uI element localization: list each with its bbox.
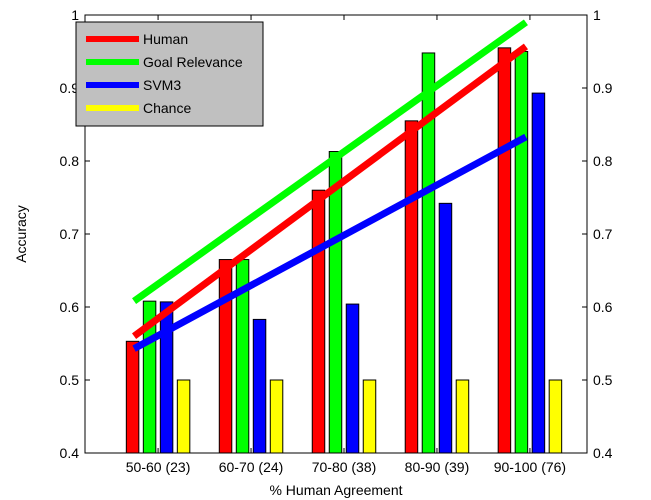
y-tick-label-right: 0.9	[593, 80, 613, 96]
y-tick-label-right: 0.7	[593, 226, 613, 242]
y-tick-label-left: 1	[71, 7, 79, 23]
x-tick-label: 70-80 (38)	[312, 459, 377, 475]
legend-label-chance: Chance	[143, 100, 191, 116]
ticks-layer: 0.4 0.4 0.5 0.5 0.6 0.6 0.7 0.7 0.8 0.8 0.9 0.9 1 1 50…	[60, 7, 613, 475]
bar-human-0	[125, 340, 140, 454]
legend-label-goal-relevance: Goal Relevance	[143, 54, 243, 70]
x-tick-label: 90-100 (76)	[494, 459, 566, 475]
x-tick-label: 80-90 (39)	[405, 459, 470, 475]
bar-chance-3	[455, 379, 470, 454]
bar-svm3-0	[159, 301, 174, 454]
bar-goal-relevance-2	[328, 151, 343, 454]
bar-chance-1	[269, 379, 284, 454]
y-tick-label-left: 0.8	[60, 153, 80, 169]
y-tick-label-left: 0.4	[60, 445, 80, 461]
legend-label-svm3: SVM3	[143, 77, 181, 93]
bar-svm3-4	[531, 92, 546, 454]
bar-chance-2	[362, 379, 377, 454]
y-axis-title: Accuracy	[13, 205, 29, 263]
bar-chance-4	[548, 379, 563, 454]
bar-svm3-1	[252, 318, 267, 454]
bar-human-1	[218, 259, 233, 454]
y-tick-label-left: 0.7	[60, 226, 80, 242]
x-axis-title: % Human Agreement	[269, 482, 402, 498]
bar-goal-relevance-4	[514, 51, 529, 454]
trend-line-human	[131, 43, 529, 340]
bar-human-2	[311, 189, 326, 454]
x-tick-label: 50-60 (23)	[126, 459, 191, 475]
y-tick-label-right: 0.5	[593, 372, 613, 388]
bar-chance-0	[176, 379, 191, 454]
legend: Human Goal Relevance SVM3 Chance	[75, 21, 264, 127]
bar-svm3-2	[345, 303, 360, 454]
x-tick-label: 60-70 (24)	[219, 459, 284, 475]
trend-line-goal-relevance	[132, 19, 528, 305]
bar-svm3-3	[438, 202, 453, 454]
y-tick-label-right: 0.8	[593, 153, 613, 169]
y-tick-label-right: 0.4	[593, 445, 613, 461]
y-tick-label-right: 1	[593, 7, 601, 23]
bar-human-4	[497, 47, 512, 454]
trend-lines-layer	[131, 19, 529, 352]
y-tick-label-left: 0.6	[60, 299, 80, 315]
legend-label-human: Human	[143, 31, 188, 47]
y-tick-label-left: 0.9	[60, 80, 80, 96]
bar-human-3	[404, 120, 419, 454]
y-tick-label-right: 0.6	[593, 299, 613, 315]
trend-line-svm3	[132, 133, 528, 352]
y-tick-label-left: 0.5	[60, 372, 80, 388]
